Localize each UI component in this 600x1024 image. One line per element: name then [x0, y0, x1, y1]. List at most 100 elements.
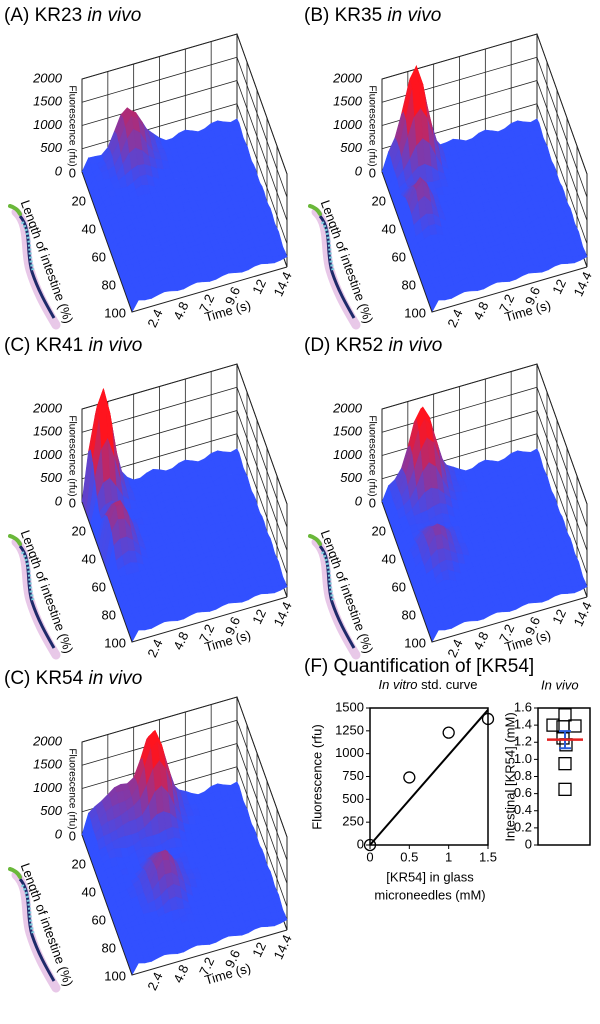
worm-gut-fill — [20, 551, 35, 601]
panel-title-text: (A) KR23 — [4, 5, 82, 26]
x-axis-label: [KR54] in glass — [386, 869, 474, 884]
z-tick-label: 2000 — [332, 70, 363, 85]
z-tick-label: 0 — [355, 163, 363, 178]
z-axis-label: Fluorescence (rfu) — [66, 85, 77, 166]
panel-title-text: (D) KR52 — [304, 335, 383, 356]
y-tick-label: 0 — [369, 495, 376, 510]
x-tick-label: 12 — [249, 607, 269, 626]
x-tick-label: 7.2 — [196, 955, 217, 978]
worm-gut-fill — [320, 221, 335, 271]
z-grid-line — [536, 363, 588, 505]
z-tick-label: 1000 — [33, 780, 63, 795]
y-tick-label: 40 — [382, 551, 396, 566]
y-tick-label: 1.0 — [514, 751, 532, 766]
z-tick-label: 2000 — [332, 400, 363, 415]
z-grid-line — [236, 57, 288, 198]
panel-title: (C) KR41 in vivo — [4, 335, 142, 356]
plot-frame — [537, 707, 591, 846]
x-tick-label: 14.4 — [271, 932, 295, 961]
z-tick-label: 2000 — [32, 733, 63, 748]
y-tick-label: 80 — [102, 607, 116, 622]
z-tick-label: 0 — [55, 163, 63, 178]
point — [558, 708, 572, 722]
worm-head — [8, 204, 22, 216]
y-tick-label: 0 — [525, 836, 532, 851]
x-tick-label: 12 — [549, 277, 569, 296]
y-tick-label: 40 — [82, 884, 96, 899]
y-tick-label: 20 — [372, 523, 386, 538]
x-tick-label: 2.4 — [444, 307, 465, 330]
z-grid-line — [236, 363, 288, 505]
y-tick-label: 60 — [392, 249, 406, 264]
panel-title-italic: in vivo — [387, 5, 441, 26]
x-tick-label: 1 — [445, 849, 452, 864]
floor-edge — [81, 834, 288, 976]
floor-edge — [381, 171, 588, 313]
panel-title-text: (C) KR54 — [4, 668, 84, 689]
z-grid-line — [236, 103, 288, 244]
x-tick-label: 14.4 — [571, 269, 595, 298]
y-tick-label: 100 — [104, 305, 126, 320]
panel-title-italic: in vivo — [388, 335, 442, 356]
worm-gut-fill — [20, 221, 35, 271]
y-tick-label: 0.8 — [514, 768, 532, 783]
point — [556, 731, 570, 745]
y-axis-label: Intestinal [KR54] (mM) — [502, 712, 517, 841]
z-tick-label: 1000 — [333, 117, 363, 132]
z-grid-line — [236, 720, 288, 861]
z-tick-label: 1500 — [33, 94, 63, 109]
y-tick-label: 0.6 — [514, 785, 532, 800]
z-grid-line — [536, 57, 588, 198]
x-tick-label: 9.6 — [222, 614, 243, 637]
x-tick-label: 4.8 — [470, 629, 491, 652]
z-grid-line — [536, 387, 588, 528]
z-grid-line — [536, 433, 588, 574]
point — [481, 712, 495, 726]
z-tick-label: 500 — [40, 470, 62, 485]
x-tick-label: 14.4 — [271, 269, 295, 298]
y-tick-label: 40 — [82, 221, 96, 236]
y-tick-label: 100 — [404, 635, 426, 650]
z-tick-label: 1000 — [33, 117, 63, 132]
panel-title-italic: in vivo — [88, 335, 142, 356]
x-tick-label: 2.4 — [444, 637, 465, 660]
y-tick-label: 500 — [342, 791, 364, 806]
chart-title: In vivo — [541, 677, 579, 692]
y-tick-label: 80 — [102, 277, 116, 292]
z-tick-label: 500 — [40, 803, 62, 818]
z-grid-line — [236, 743, 288, 884]
panel-title: (D) KR52 in vivo — [304, 335, 442, 356]
worm-gut-fill — [20, 884, 35, 934]
x-tick-label: 9.6 — [222, 284, 243, 307]
z-tick-label: 1500 — [33, 757, 63, 772]
y-tick-label: 250 — [342, 814, 364, 829]
worm-head — [8, 867, 22, 879]
y-tick-label: 100 — [104, 635, 126, 650]
x-tick-label: 2.4 — [144, 637, 165, 660]
z-grid-line — [236, 766, 288, 907]
y-tick-label: 20 — [72, 856, 86, 871]
x-tick-label: 4.8 — [170, 299, 191, 322]
y-tick-label: 80 — [402, 277, 416, 292]
y-tick-label: 60 — [92, 912, 106, 927]
z-grid-line — [536, 410, 588, 551]
point — [363, 838, 377, 852]
panel-title: (F) Quantification of [KR54] — [304, 656, 534, 677]
z-grid-line — [236, 433, 288, 574]
panel-title-italic: in vivo — [88, 668, 142, 689]
x-tick-label: 2.4 — [144, 970, 165, 993]
y-axis-label: Fluorescence (rfu) — [309, 724, 324, 829]
panel-title-text: (B) KR35 — [304, 5, 382, 26]
x-tick-label: 2.4 — [144, 307, 165, 330]
z-tick-label: 1500 — [33, 424, 63, 439]
y-tick-label: 0 — [69, 495, 76, 510]
worm-head — [308, 534, 322, 546]
worm-gut-fill — [320, 551, 335, 601]
z-tick-label: 0 — [55, 826, 63, 841]
point — [442, 726, 455, 739]
x-tick-label: 7.2 — [496, 292, 517, 315]
panel-title-text: (C) KR41 — [4, 335, 83, 356]
z-axis-label: Fluorescence (rfu) — [66, 415, 77, 496]
